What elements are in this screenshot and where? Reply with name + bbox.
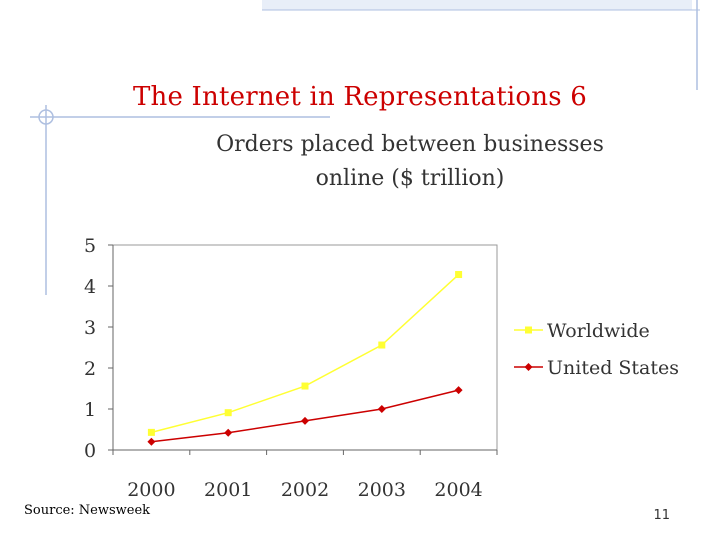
legend-marker-united-states [524,363,533,371]
chart-title: Orders placed between businesses online … [110,128,710,196]
x-tick-label: 2001 [204,479,252,501]
y-tick-label: 2 [84,358,96,380]
point-united-states [454,386,463,395]
page-number: 11 [653,508,670,523]
point-united-states [147,437,156,446]
point-united-states [377,405,386,413]
point-worldwide [378,341,386,349]
point-united-states [224,428,233,437]
y-tick-label: 1 [84,399,96,421]
x-tick-label: 2000 [127,479,175,501]
point-worldwide [455,271,463,279]
series-line-worldwide [151,273,460,434]
series-lines [151,273,460,443]
y-tick-label: 5 [84,235,96,257]
chart-axes [112,244,498,451]
x-tick-label: 2002 [281,479,329,501]
y-tick-label: 3 [84,317,96,339]
chart-title-line-1: Orders placed between businesses [216,132,604,157]
point-worldwide [147,428,155,436]
source-note: Source: Newsweek [24,503,151,518]
point-worldwide [301,382,309,390]
legend-label-worldwide: Worldwide [547,320,650,342]
y-tick-labels: 0 1 2 3 4 5 [84,235,113,462]
y-tick-label: 0 [84,440,96,462]
x-tick-label: 2004 [434,479,482,501]
legend-marker-worldwide [525,326,532,334]
series-points [147,271,463,446]
series-line-united-states [151,389,459,443]
decor-circle [38,109,54,125]
y-tick-label: 4 [84,276,96,298]
legend-label-united-states: United States [547,357,679,379]
x-tick-label: 2003 [358,479,406,501]
chart-title-line-2: online ($ trillion) [315,166,505,191]
slide-title: The Internet in Representations 6 [133,82,587,112]
chart-legend: Worldwide United States [514,320,679,379]
x-tick-labels: 2000 2001 2002 2003 2004 [112,450,498,501]
decor-top-block [262,0,692,10]
point-worldwide [224,409,232,417]
point-united-states [301,416,309,425]
